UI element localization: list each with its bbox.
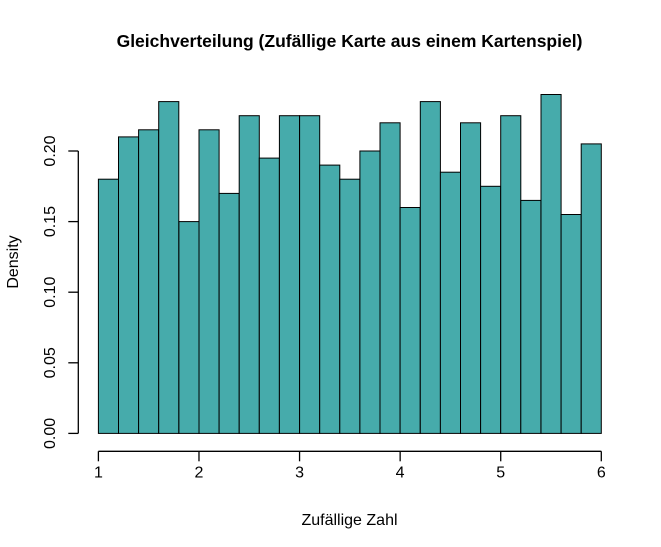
- histogram-bar: [480, 185, 502, 434]
- histogram-bar: [500, 115, 522, 434]
- histogram-bar: [278, 115, 300, 434]
- histogram-bar: [399, 207, 421, 434]
- histogram-bar: [540, 94, 562, 434]
- histogram-bar: [419, 101, 441, 434]
- x-tick-label: 3: [295, 464, 304, 481]
- y-tick-label: 0.15: [42, 206, 59, 237]
- histogram-bar: [359, 150, 381, 434]
- histogram-bar: [439, 171, 461, 434]
- histogram-bar: [178, 221, 200, 434]
- histogram-bar: [560, 214, 582, 434]
- x-axis-label: Zufällige Zahl: [301, 512, 398, 529]
- x-tick-label: 5: [496, 464, 505, 481]
- x-tick-label: 1: [94, 464, 103, 481]
- histogram-bar: [379, 122, 401, 434]
- histogram-bar: [460, 122, 482, 434]
- histogram-bar: [158, 101, 180, 434]
- x-tick-label: 2: [195, 464, 204, 481]
- histogram-bar: [238, 115, 260, 434]
- histogram-bar: [198, 129, 220, 434]
- y-tick-label: 0.20: [42, 135, 59, 166]
- y-tick-label: 0.10: [42, 277, 59, 308]
- x-tick-label: 4: [396, 464, 405, 481]
- histogram-bar: [580, 143, 602, 434]
- histogram-bar: [97, 178, 120, 434]
- y-axis-label: Density: [5, 235, 22, 289]
- chart-title: Gleichverteilung (Zufällige Karte aus ei…: [116, 31, 583, 51]
- histogram-bar: [138, 129, 160, 434]
- histogram-bar: [258, 157, 280, 434]
- histogram-bar: [339, 178, 361, 434]
- y-tick-label: 0.00: [42, 418, 59, 449]
- histogram-bar: [520, 199, 542, 434]
- histogram-bar: [319, 164, 341, 434]
- y-tick-label: 0.05: [42, 347, 59, 378]
- x-tick-label: 6: [597, 464, 606, 481]
- histogram-bar: [118, 136, 140, 434]
- histogram-bar: [299, 115, 321, 434]
- histogram-bar: [218, 192, 240, 434]
